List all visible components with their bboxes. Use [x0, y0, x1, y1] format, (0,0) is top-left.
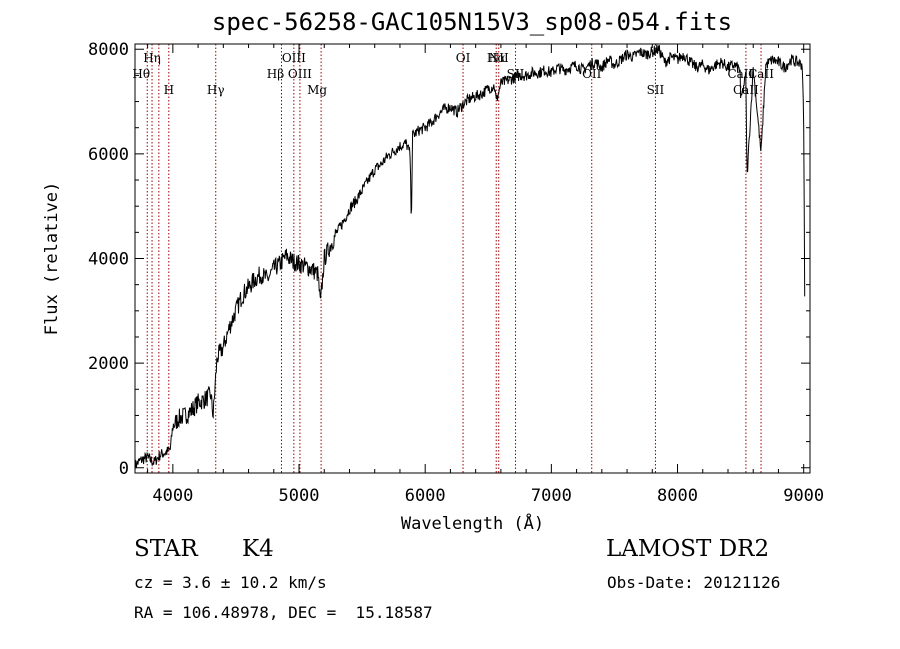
line-label: OI	[456, 51, 471, 65]
y-tick-label: 0	[119, 459, 129, 479]
line-label: Hθ	[132, 67, 150, 81]
redshift-velocity: cz = 3.6 ± 10.2 km/s	[134, 573, 327, 592]
x-tick-label: 7000	[531, 486, 572, 506]
line-label: Hγ	[207, 83, 225, 97]
x-axis-label: Wavelength (Å)	[401, 512, 544, 534]
line-label: OIII	[282, 51, 306, 65]
observation-date: Obs-Date: 20121126	[607, 573, 781, 592]
line-label: SII	[507, 67, 525, 81]
line-label: Hα	[487, 51, 506, 65]
y-tick-label: 6000	[88, 145, 129, 165]
line-label: CaII	[748, 67, 774, 81]
line-label: Mg	[307, 83, 327, 97]
spectrum-line	[134, 44, 806, 471]
y-tick-label: 2000	[88, 354, 129, 374]
x-tick-label: 5000	[279, 486, 320, 506]
line-label: Hβ	[267, 67, 284, 81]
y-tick-label: 4000	[88, 250, 129, 270]
line-markers	[146, 44, 762, 473]
x-tick-label: 8000	[657, 486, 698, 506]
line-label: NII	[489, 51, 509, 65]
y-axis-label: Flux (relative)	[42, 182, 62, 336]
survey-name: LAMOST DR2	[606, 536, 770, 562]
y-tick-label: 8000	[88, 40, 129, 60]
line-label: OII	[582, 67, 602, 81]
line-label: OIII	[288, 67, 312, 81]
y-axis: 0 2000 4000 6000 8000	[88, 40, 810, 479]
line-label: CaII	[733, 83, 759, 97]
chart-title: spec-56258-GAC105N15V3_sp08-054.fits	[211, 8, 733, 36]
object-class: STAR	[134, 536, 198, 562]
x-tick-label: 4000	[152, 486, 193, 506]
x-tick-label: 9000	[783, 486, 824, 506]
object-subclass: K4	[242, 536, 274, 562]
plot-frame	[134, 43, 811, 474]
coordinates: RA = 106.48978, DEC = 15.18587	[134, 603, 433, 622]
line-label: SII	[647, 83, 665, 97]
line-label: Hη	[143, 51, 161, 65]
x-tick-label: 6000	[405, 486, 446, 506]
line-label: H	[164, 83, 174, 97]
x-axis: 4000 5000 6000 7000 8000 9000	[147, 44, 824, 506]
line-label: CaII	[727, 67, 753, 81]
spectrum-series	[134, 44, 806, 471]
